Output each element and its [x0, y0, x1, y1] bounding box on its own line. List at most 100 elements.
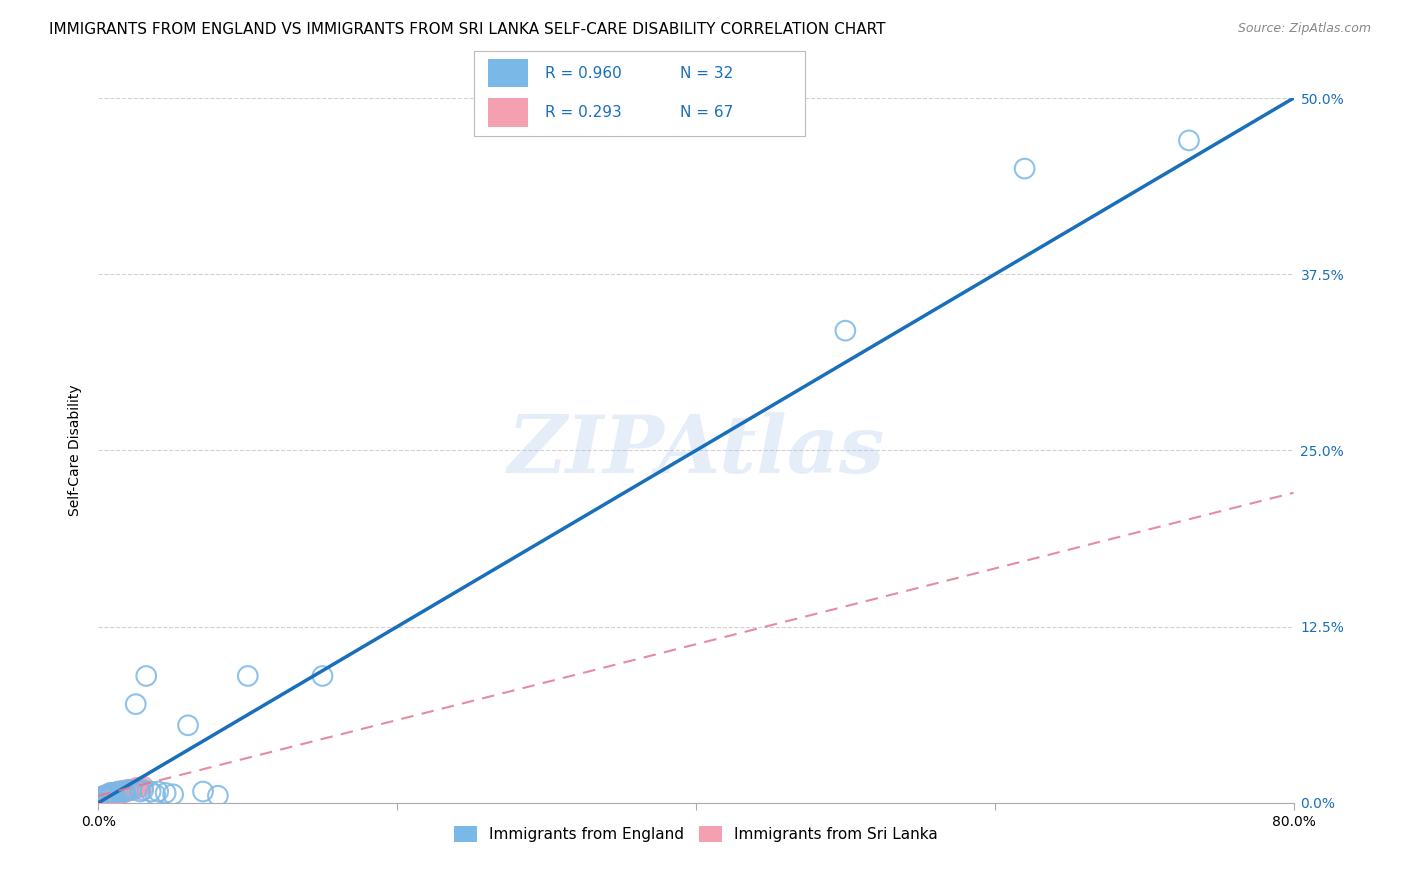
- Point: [93, 789, 115, 803]
- Point: [89, 790, 111, 805]
- Point: [97, 788, 120, 802]
- Point: [129, 784, 152, 798]
- Bar: [488, 59, 529, 87]
- Point: [93, 789, 115, 803]
- Point: [139, 784, 162, 798]
- Point: [191, 784, 214, 798]
- Point: [107, 784, 129, 798]
- Point: [97, 788, 120, 802]
- Point: [103, 786, 125, 800]
- Point: [117, 783, 139, 797]
- Point: [834, 324, 856, 338]
- Bar: [488, 98, 529, 127]
- Point: [90, 790, 112, 805]
- Point: [311, 669, 333, 683]
- Text: ZIPAtlas: ZIPAtlas: [508, 412, 884, 489]
- Point: [105, 786, 128, 800]
- Point: [110, 784, 132, 798]
- Point: [98, 786, 122, 800]
- Point: [108, 784, 131, 798]
- Point: [1178, 133, 1201, 147]
- Point: [117, 781, 139, 796]
- Text: N = 32: N = 32: [681, 66, 734, 80]
- Point: [124, 781, 146, 796]
- Point: [91, 789, 114, 803]
- Point: [132, 779, 155, 793]
- Point: [101, 786, 124, 800]
- Point: [94, 789, 117, 803]
- Point: [94, 788, 117, 802]
- Point: [103, 786, 125, 800]
- Point: [93, 789, 115, 803]
- Point: [96, 789, 118, 803]
- Point: [97, 788, 120, 802]
- Point: [101, 788, 124, 802]
- Point: [112, 784, 135, 798]
- Point: [108, 784, 131, 798]
- Point: [112, 783, 135, 797]
- Point: [1014, 161, 1036, 176]
- Point: [90, 789, 112, 803]
- Text: R = 0.293: R = 0.293: [546, 105, 621, 120]
- Point: [110, 784, 132, 798]
- Point: [120, 783, 142, 797]
- Point: [110, 784, 132, 798]
- Point: [104, 786, 127, 800]
- Point: [91, 790, 114, 805]
- Point: [111, 783, 134, 797]
- Point: [104, 786, 127, 800]
- Point: [207, 789, 229, 803]
- Point: [236, 669, 259, 683]
- Point: [107, 786, 129, 800]
- Text: Source: ZipAtlas.com: Source: ZipAtlas.com: [1237, 22, 1371, 36]
- Point: [96, 789, 118, 803]
- Point: [107, 784, 129, 798]
- Point: [110, 784, 132, 798]
- Point: [107, 784, 129, 798]
- Point: [135, 669, 157, 683]
- Point: [105, 784, 128, 798]
- Point: [97, 789, 120, 803]
- Point: [94, 789, 117, 803]
- Point: [96, 788, 118, 802]
- Point: [104, 786, 127, 800]
- Point: [114, 783, 136, 797]
- Point: [103, 786, 125, 800]
- Point: [98, 788, 122, 802]
- Legend: Immigrants from England, Immigrants from Sri Lanka: Immigrants from England, Immigrants from…: [447, 820, 945, 848]
- Point: [115, 783, 138, 797]
- Point: [103, 786, 125, 800]
- Point: [143, 788, 166, 802]
- Point: [87, 790, 110, 805]
- Point: [91, 789, 114, 803]
- Point: [94, 789, 117, 803]
- Point: [121, 781, 143, 796]
- Text: IMMIGRANTS FROM ENGLAND VS IMMIGRANTS FROM SRI LANKA SELF-CARE DISABILITY CORREL: IMMIGRANTS FROM ENGLAND VS IMMIGRANTS FR…: [49, 22, 886, 37]
- Point: [148, 784, 170, 798]
- Point: [128, 780, 150, 795]
- Point: [155, 786, 177, 800]
- Point: [111, 784, 134, 798]
- Point: [114, 784, 136, 798]
- FancyBboxPatch shape: [474, 51, 806, 136]
- Point: [89, 789, 111, 803]
- Point: [105, 786, 128, 800]
- Text: R = 0.960: R = 0.960: [546, 66, 621, 80]
- Y-axis label: Self-Care Disability: Self-Care Disability: [69, 384, 83, 516]
- Point: [132, 783, 155, 797]
- Point: [91, 790, 114, 805]
- Point: [97, 788, 120, 802]
- Point: [108, 786, 131, 800]
- Point: [103, 788, 125, 802]
- Point: [96, 789, 118, 803]
- Point: [117, 783, 139, 797]
- Text: N = 67: N = 67: [681, 105, 734, 120]
- Point: [101, 788, 124, 802]
- Point: [93, 789, 115, 803]
- Point: [104, 786, 127, 800]
- Point: [118, 783, 141, 797]
- Point: [177, 718, 200, 732]
- Point: [98, 788, 122, 802]
- Point: [162, 788, 184, 802]
- Point: [96, 788, 118, 802]
